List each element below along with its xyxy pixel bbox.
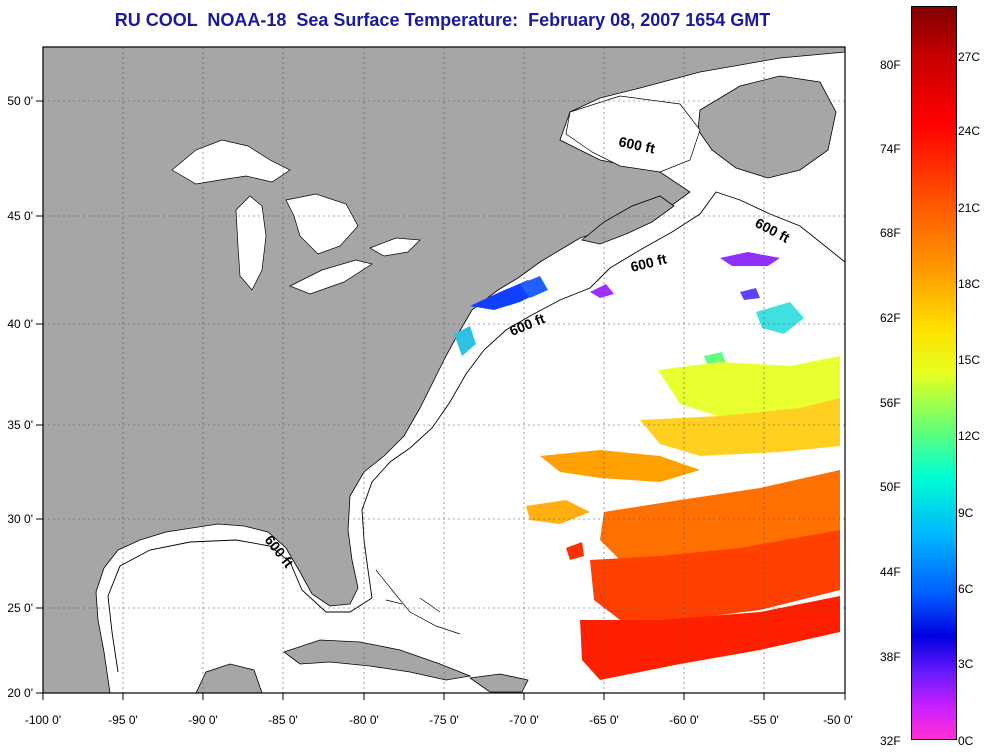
lat-tick-label: 25 0' <box>7 601 33 615</box>
colorbar-celsius-label: 24C <box>958 124 981 138</box>
colorbar-fahrenheit-label: 38F <box>880 650 901 664</box>
colorbar-celsius-label: 0C <box>958 734 974 748</box>
nova-scotia-land <box>581 195 675 245</box>
lake-superior <box>171 139 291 185</box>
temperature-colorbar <box>911 6 957 740</box>
colorbar-celsius-label: 3C <box>958 657 974 671</box>
colorbar-celsius-label: 9C <box>958 506 974 520</box>
axis-tick-marks <box>36 100 846 700</box>
newfoundland-land <box>697 75 837 179</box>
colorbar-celsius-label: 18C <box>958 277 981 291</box>
isobath-label: 600 ft <box>617 133 656 156</box>
lake-michigan <box>235 195 267 291</box>
lat-tick-label: 40 0' <box>7 317 33 331</box>
colorbar-fahrenheit-label: 32F <box>880 734 901 748</box>
lon-tick-label: -60 0' <box>669 713 699 727</box>
hispaniola-land <box>468 673 529 693</box>
lat-tick-label: 20 0' <box>7 686 33 700</box>
colorbar-fahrenheit-label: 50F <box>880 480 901 494</box>
colorbar-fahrenheit-label: 74F <box>880 142 901 156</box>
colorbar-celsius-label: 27C <box>958 50 981 64</box>
colorbar-celsius-label: 6C <box>958 582 974 596</box>
isobath-600ft-contour <box>361 191 846 599</box>
lake-ontario <box>369 237 421 257</box>
lat-tick-label: 30 0' <box>7 512 33 526</box>
lon-tick-label: -80 0' <box>349 713 379 727</box>
lat-tick-label: 50 0' <box>7 94 33 108</box>
lon-tick-label: -75 0' <box>429 713 459 727</box>
isobath-gulf-contour <box>107 539 373 673</box>
colorbar-fahrenheit-label: 80F <box>880 58 901 72</box>
cuba-land <box>283 639 472 681</box>
lon-tick-label: -95 0' <box>108 713 138 727</box>
gulf-of-st-lawrence <box>565 95 701 173</box>
colorbar-celsius-label: 15C <box>958 353 981 367</box>
sst-offshore-warm <box>526 356 840 680</box>
lon-tick-label: -55 0' <box>749 713 779 727</box>
colorbar-fahrenheit-label: 44F <box>880 565 901 579</box>
colorbar-fahrenheit-label: 68F <box>880 226 901 240</box>
lake-huron <box>285 193 359 255</box>
lon-tick-label: -90 0' <box>188 713 218 727</box>
colorbar-celsius-label: 21C <box>958 201 981 215</box>
lake-erie <box>289 259 373 295</box>
map-title: RU COOL NOAA-18 Sea Surface Temperature:… <box>114 10 771 30</box>
lat-tick-label: 45 0' <box>7 209 33 223</box>
colorbar-fahrenheit-label: 62F <box>880 311 901 325</box>
colorbar-fahrenheit-label: 56F <box>880 396 901 410</box>
lat-tick-label: 35 0' <box>7 418 33 432</box>
lon-tick-label: -50 0' <box>823 713 853 727</box>
graticule <box>43 47 845 693</box>
lon-tick-label: -85 0' <box>268 713 298 727</box>
lon-tick-label: -65 0' <box>589 713 619 727</box>
lon-tick-label: -100 0' <box>25 713 61 727</box>
colorbar-celsius-label: 12C <box>958 429 981 443</box>
lon-tick-label: -70 0' <box>509 713 539 727</box>
sst-coastal-cold <box>454 252 804 366</box>
